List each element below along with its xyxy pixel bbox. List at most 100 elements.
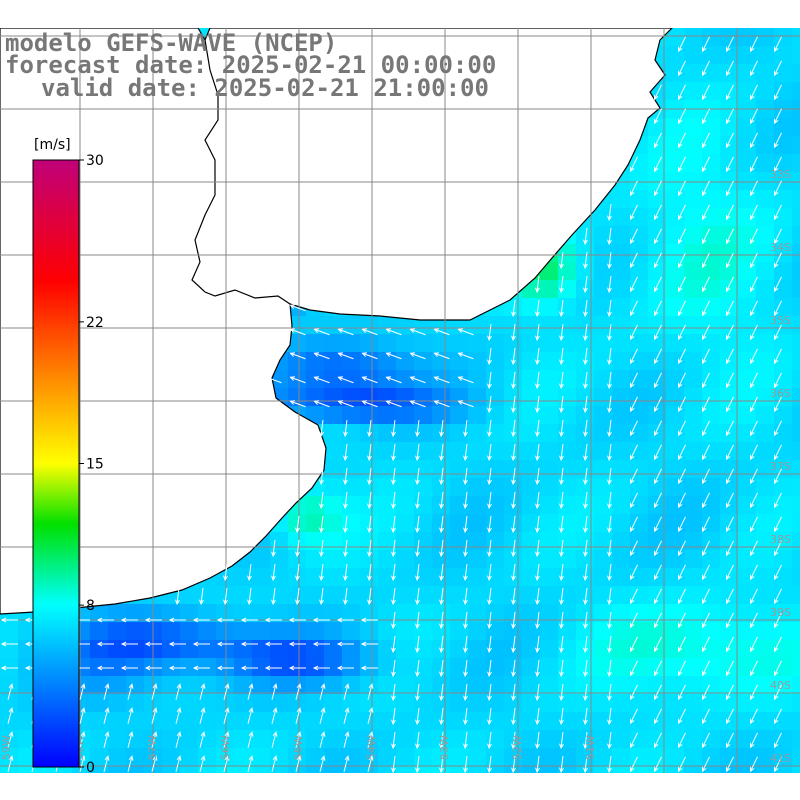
wind-arrow [678, 180, 686, 197]
wind-arrow [559, 275, 564, 294]
speed-cell [738, 424, 757, 443]
speed-cell [702, 262, 721, 281]
speed-cell [360, 334, 379, 353]
speed-cell [126, 766, 145, 773]
wind-arrow [607, 443, 612, 462]
speed-cell [702, 586, 721, 605]
speed-cell [0, 730, 19, 749]
wind-arrow [654, 324, 662, 341]
colorbar-tick-label: 0 [86, 760, 95, 776]
speed-cell [0, 766, 19, 773]
speed-cell [630, 514, 649, 533]
speed-cell [234, 712, 253, 731]
wind-arrow [726, 156, 734, 173]
colorbar: [m/s] 30 22 15 8 0 [32, 137, 104, 776]
speed-cell [360, 694, 379, 713]
wind-arrow [583, 563, 588, 582]
speed-cell [270, 568, 289, 587]
wind-arrow [559, 515, 564, 534]
wind-arrow [774, 108, 782, 125]
speed-cell [468, 640, 487, 659]
wind-arrow [630, 612, 638, 629]
speed-cell [306, 388, 325, 407]
speed-cell [396, 478, 415, 497]
speed-cell [792, 532, 800, 551]
speed-cell [198, 604, 217, 623]
wind-arrow [433, 328, 450, 336]
wind-arrow [361, 328, 378, 336]
speed-cell [324, 550, 343, 569]
wind-arrow [750, 276, 758, 293]
speed-cell [594, 280, 613, 299]
speed-cell [180, 604, 199, 623]
speed-cell [414, 370, 433, 389]
wind-arrow [313, 328, 330, 336]
latitude-label: 38S [770, 533, 791, 546]
wind-arrow [319, 587, 324, 606]
speed-cell [0, 748, 19, 767]
speed-cell [702, 550, 721, 569]
wind-arrow [583, 467, 588, 486]
speed-cell [342, 496, 361, 515]
wind-arrow [271, 563, 276, 582]
speed-cell [0, 676, 19, 695]
longitude-label: 57W [146, 735, 159, 760]
speed-cell [756, 586, 775, 605]
wind-arrow [726, 660, 734, 677]
speed-cell [648, 154, 667, 173]
wind-arrow [120, 641, 138, 647]
speed-cell [702, 442, 721, 461]
speed-cell [126, 622, 145, 641]
latitude-label: 33S [770, 168, 791, 181]
speed-cell [594, 676, 613, 695]
speed-cell [756, 226, 775, 245]
speed-cell [342, 478, 361, 497]
speed-cell [540, 460, 559, 479]
wind-arrow [343, 731, 350, 748]
colorbar-gradient [32, 159, 80, 768]
speed-cell [540, 316, 559, 335]
latitude-label: 39S [770, 606, 791, 619]
speed-cell [612, 622, 631, 641]
wind-arrow [774, 636, 782, 653]
wind-arrow [583, 371, 588, 390]
speed-cell [468, 748, 487, 767]
speed-cell [378, 766, 397, 773]
speed-cell [432, 730, 451, 749]
wind-arrow [702, 276, 710, 293]
speed-cell [486, 766, 505, 773]
speed-cell [126, 694, 145, 713]
speed-cell [576, 550, 595, 569]
wind-arrow [127, 731, 134, 748]
speed-cell [666, 226, 685, 245]
speed-cell [774, 370, 793, 389]
wind-arrow [678, 204, 686, 221]
wind-arrow [487, 755, 492, 773]
speed-cell [738, 136, 757, 155]
speed-cell [612, 298, 631, 317]
wind-arrow [391, 467, 396, 486]
speed-cell [792, 118, 800, 137]
speed-cell [720, 514, 739, 533]
wind-arrow [343, 443, 348, 462]
speed-cell [108, 604, 127, 623]
wind-arrow [750, 420, 758, 437]
wind-arrow [702, 636, 710, 653]
speed-cell [648, 172, 667, 191]
wind-arrow [319, 755, 326, 772]
speed-cell [360, 352, 379, 371]
speed-cell [486, 748, 505, 767]
wind-arrow [750, 612, 758, 629]
speed-cell [558, 748, 577, 767]
speed-cell [468, 406, 487, 425]
longitude-labels: 59W58W57W56W55W54W53W52W51W [0, 735, 597, 760]
speed-cell [576, 748, 595, 767]
speed-cell [378, 370, 397, 389]
wind-arrow [367, 515, 372, 534]
speed-cell [576, 406, 595, 425]
wind-arrow [607, 467, 612, 486]
speed-cell [270, 748, 289, 767]
wind-arrow [535, 539, 540, 558]
speed-cell [792, 514, 800, 533]
speed-cell [756, 64, 775, 83]
